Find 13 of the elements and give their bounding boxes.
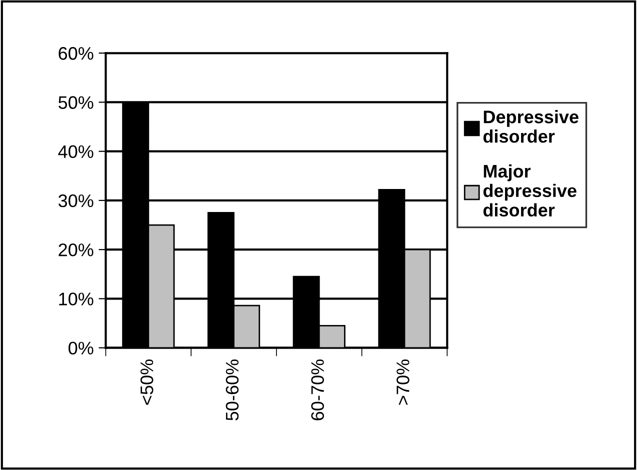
y-tick-label: 20%	[58, 244, 94, 256]
x-tick-label: 60-70%	[311, 360, 324, 420]
legend-label: Depressive disorder	[483, 110, 578, 143]
x-tick-label: >70%	[396, 360, 410, 405]
y-tick-label: 60%	[58, 47, 94, 60]
y-tick-label: 50%	[58, 96, 94, 109]
legend-label: Major depressive disorder	[483, 164, 576, 217]
y-tick-label: 0%	[68, 342, 94, 355]
y-tick-label: 10%	[59, 292, 94, 306]
y-tick-label: 30%	[58, 194, 94, 208]
y-tick-label: 40%	[58, 145, 94, 158]
x-tick-label: <50%	[140, 360, 154, 405]
x-tick-label: 50-60%	[226, 360, 239, 420]
